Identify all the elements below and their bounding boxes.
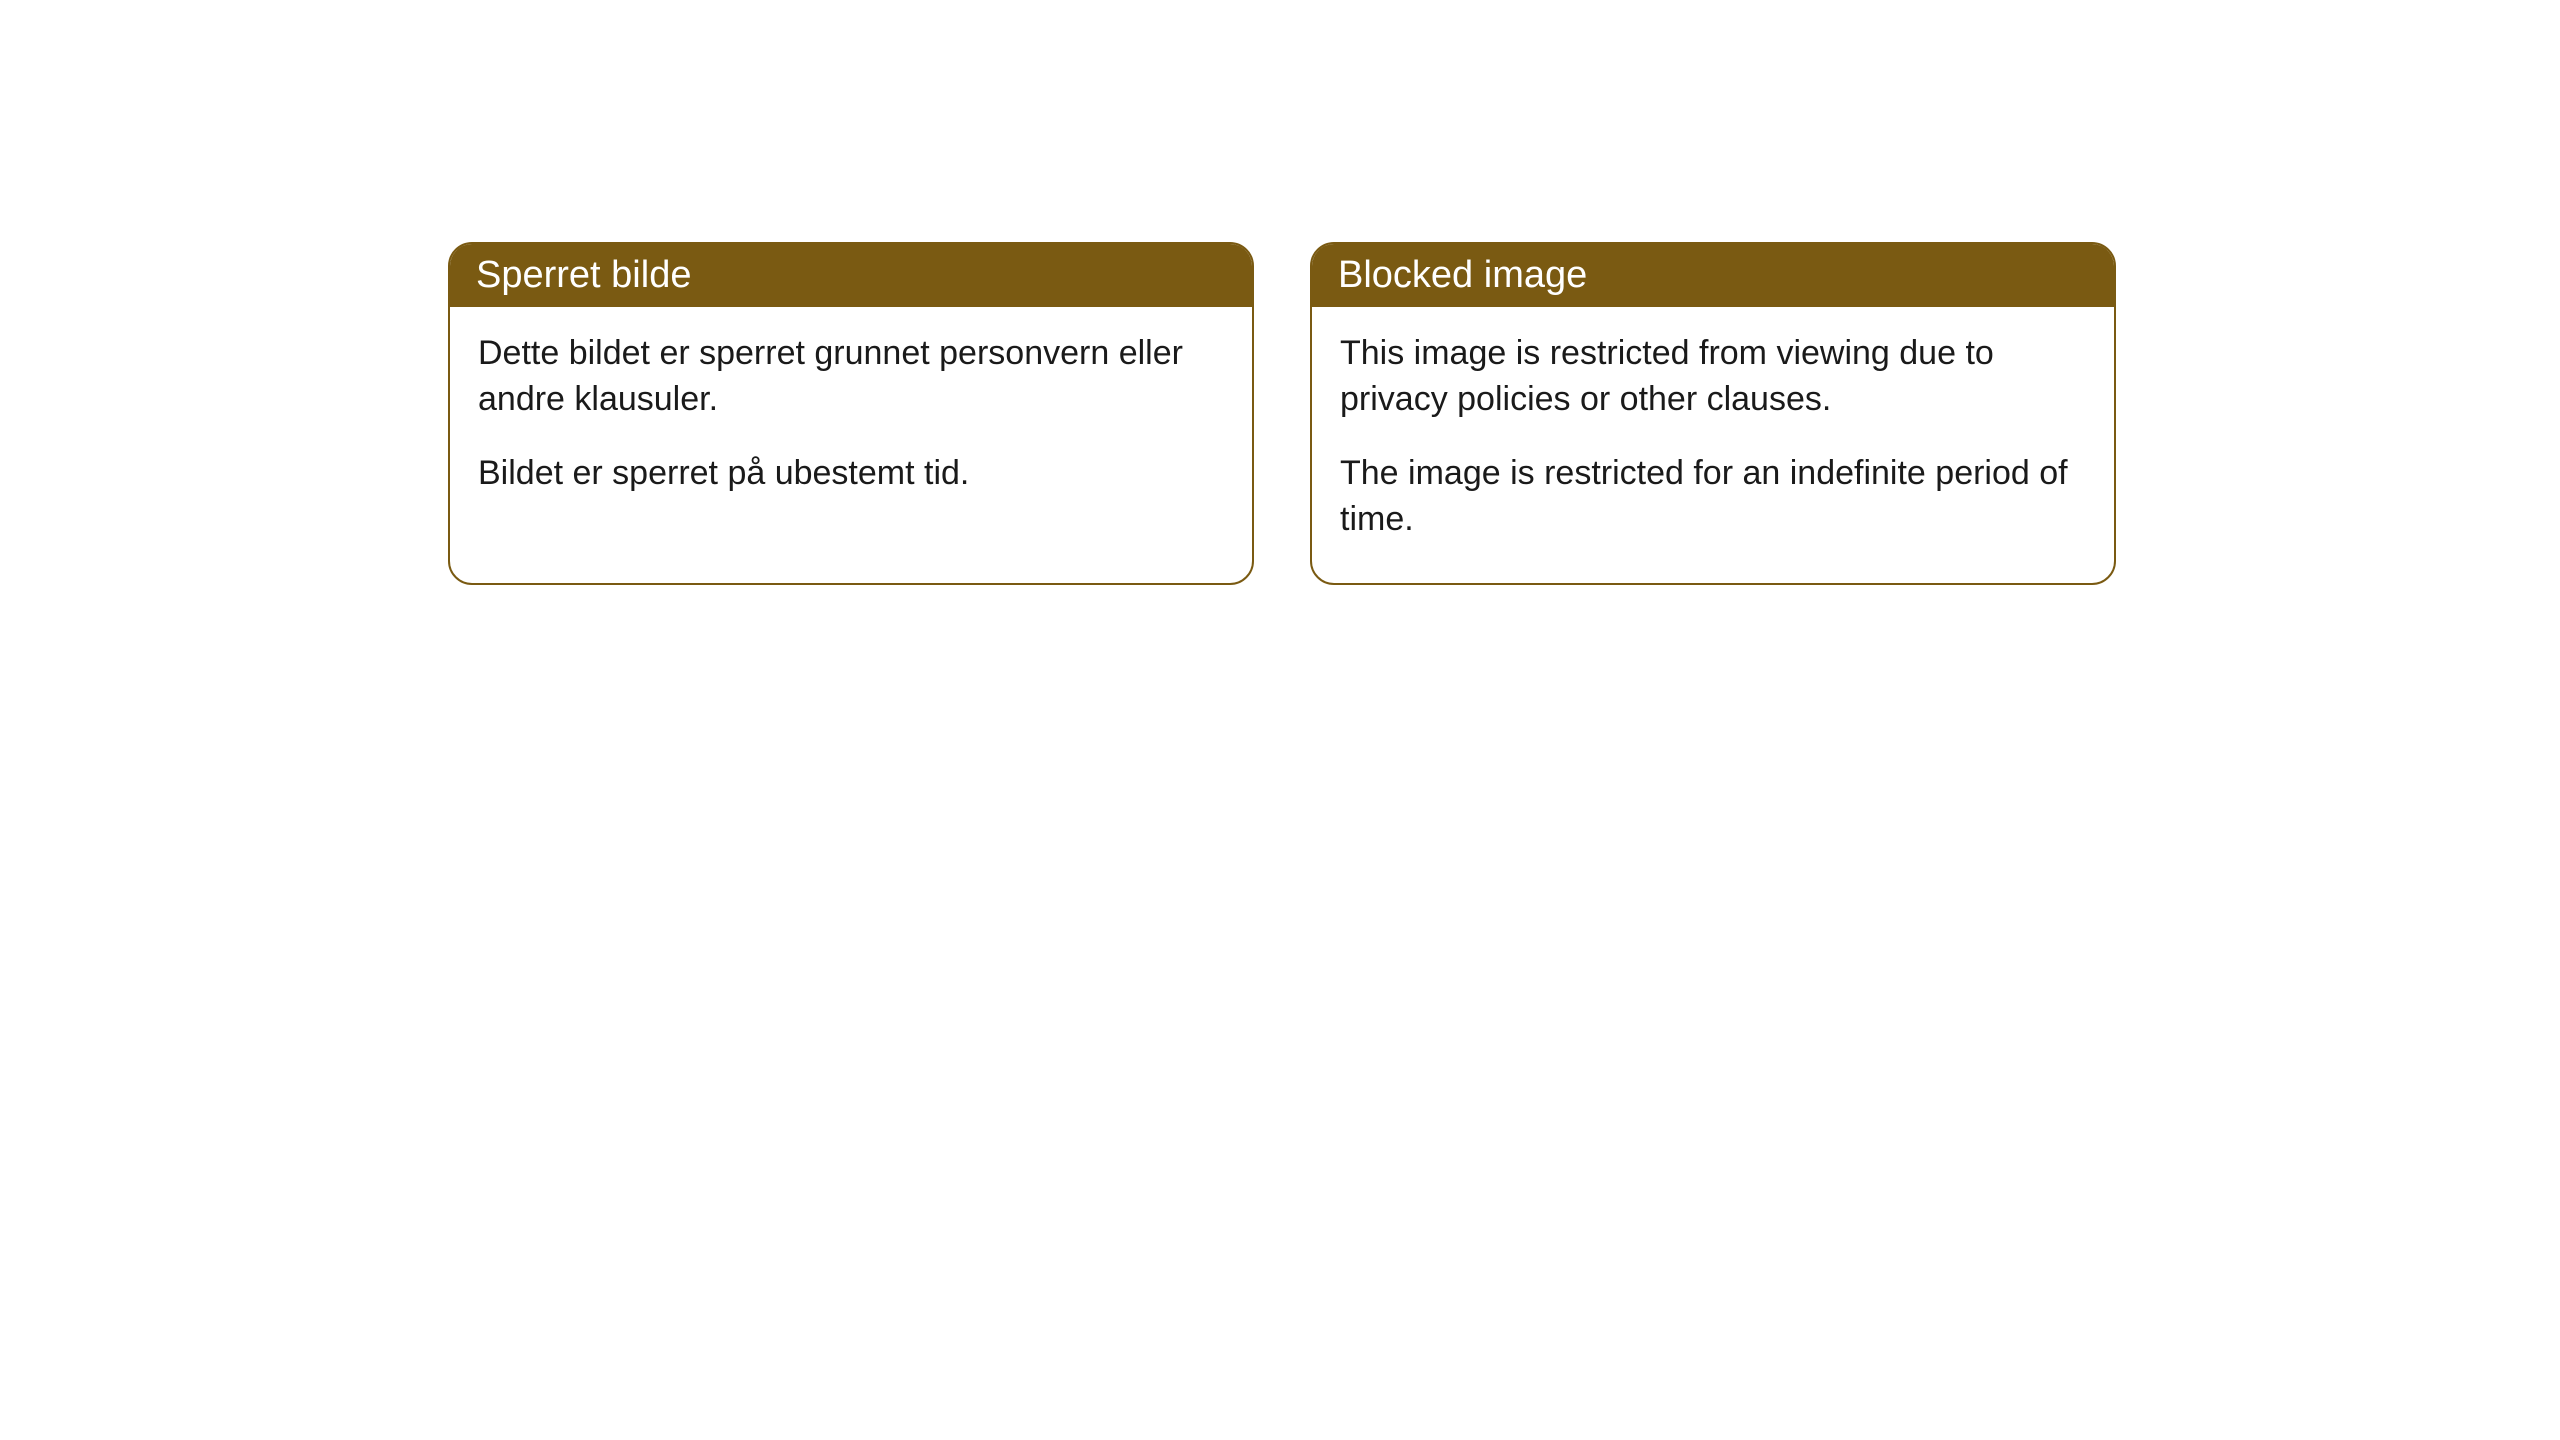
notice-card-english: Blocked image This image is restricted f… — [1310, 242, 2116, 585]
notice-card-norwegian: Sperret bilde Dette bildet er sperret gr… — [448, 242, 1254, 585]
notice-text-line2: Bildet er sperret på ubestemt tid. — [478, 451, 1224, 497]
notice-container: Sperret bilde Dette bildet er sperret gr… — [0, 0, 2560, 585]
notice-header: Sperret bilde — [450, 244, 1252, 307]
notice-text-line1: Dette bildet er sperret grunnet personve… — [478, 331, 1224, 423]
notice-text-line1: This image is restricted from viewing du… — [1340, 331, 2086, 423]
notice-body: Dette bildet er sperret grunnet personve… — [450, 307, 1252, 537]
notice-text-line2: The image is restricted for an indefinit… — [1340, 451, 2086, 543]
notice-body: This image is restricted from viewing du… — [1312, 307, 2114, 583]
notice-header: Blocked image — [1312, 244, 2114, 307]
